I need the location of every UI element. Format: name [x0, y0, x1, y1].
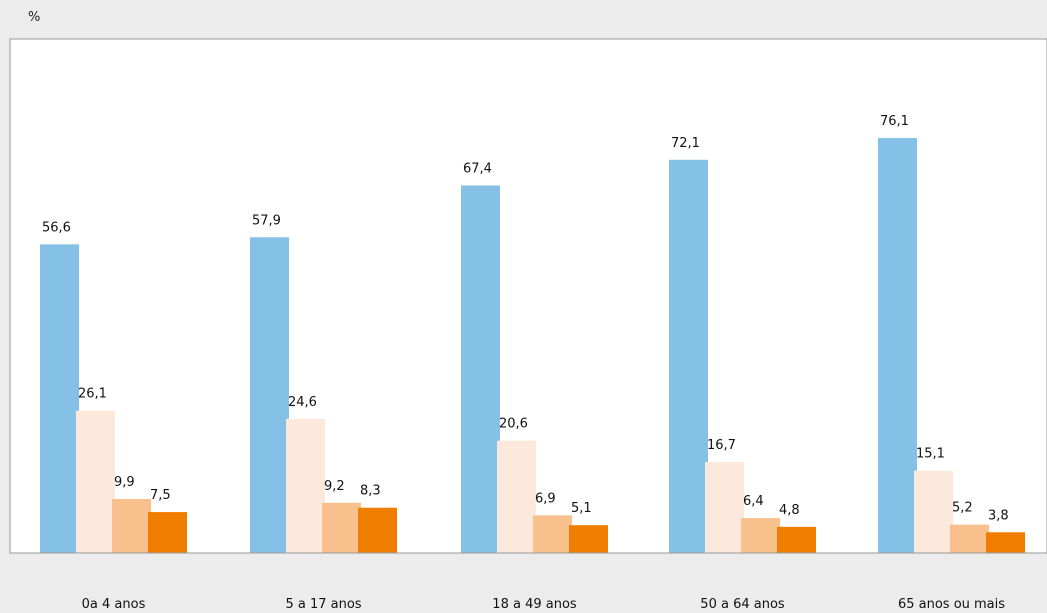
- bar-series3-cat3: [533, 515, 572, 553]
- category-label-5: 65 anos ou mais: [898, 597, 1005, 612]
- data-label-series1-cat2: 57,9: [252, 213, 281, 228]
- bar-series1-cat3: [461, 185, 500, 553]
- data-label-series2-cat2: 24,6: [288, 395, 317, 410]
- data-label-series4-cat5: 3,8: [988, 508, 1009, 523]
- bar-series4-cat1: [148, 512, 187, 553]
- bar-series4-cat5: [986, 532, 1025, 553]
- bar-series3-cat4: [741, 518, 780, 553]
- category-label-2: 5 a 17 anos: [285, 597, 361, 612]
- bar-series2-cat2: [286, 418, 325, 553]
- data-label-series2-cat4: 16,7: [707, 438, 736, 453]
- bar-series1-cat1: [40, 244, 79, 554]
- category-label-4: 50 a 64 anos: [700, 597, 785, 612]
- bar-series2-cat3: [497, 440, 536, 553]
- category-label-3: 18 a 49 anos: [492, 597, 577, 612]
- data-label-series3-cat3: 6,9: [535, 491, 556, 506]
- bar-series3-cat2: [322, 502, 361, 553]
- bar-series3-cat1: [112, 499, 151, 553]
- bar-series4-cat2: [358, 507, 397, 553]
- bar-series3-cat5: [950, 524, 989, 553]
- bar-series4-cat3: [569, 525, 608, 553]
- data-label-series3-cat5: 5,2: [952, 501, 973, 516]
- data-label-series1-cat4: 72,1: [671, 136, 700, 151]
- bar-series2-cat4: [705, 461, 744, 553]
- data-label-series4-cat4: 4,8: [779, 503, 800, 518]
- data-label-series3-cat2: 9,2: [324, 479, 345, 494]
- data-label-series1-cat5: 76,1: [880, 114, 909, 129]
- data-label-series3-cat1: 9,9: [114, 475, 135, 490]
- data-label-series1-cat3: 67,4: [463, 161, 492, 176]
- data-label-series4-cat2: 8,3: [360, 484, 381, 499]
- bar-series1-cat5: [878, 138, 917, 553]
- data-label-series4-cat1: 7,5: [150, 488, 171, 503]
- bar-series2-cat1: [76, 410, 115, 553]
- category-label-1: 0a 4 anos: [82, 597, 146, 612]
- bar-series4-cat4: [777, 526, 816, 553]
- data-label-series2-cat1: 26,1: [78, 387, 107, 402]
- bar-series1-cat2: [250, 237, 289, 554]
- data-label-series1-cat1: 56,6: [42, 220, 71, 235]
- data-label-series2-cat3: 20,6: [499, 417, 528, 432]
- data-label-series4-cat3: 5,1: [571, 501, 592, 516]
- unit-label: %: [28, 10, 41, 25]
- bar-series1-cat4: [669, 159, 708, 553]
- data-label-series2-cat5: 15,1: [916, 447, 945, 462]
- bar-series2-cat5: [914, 470, 953, 553]
- data-label-series3-cat4: 6,4: [743, 494, 764, 509]
